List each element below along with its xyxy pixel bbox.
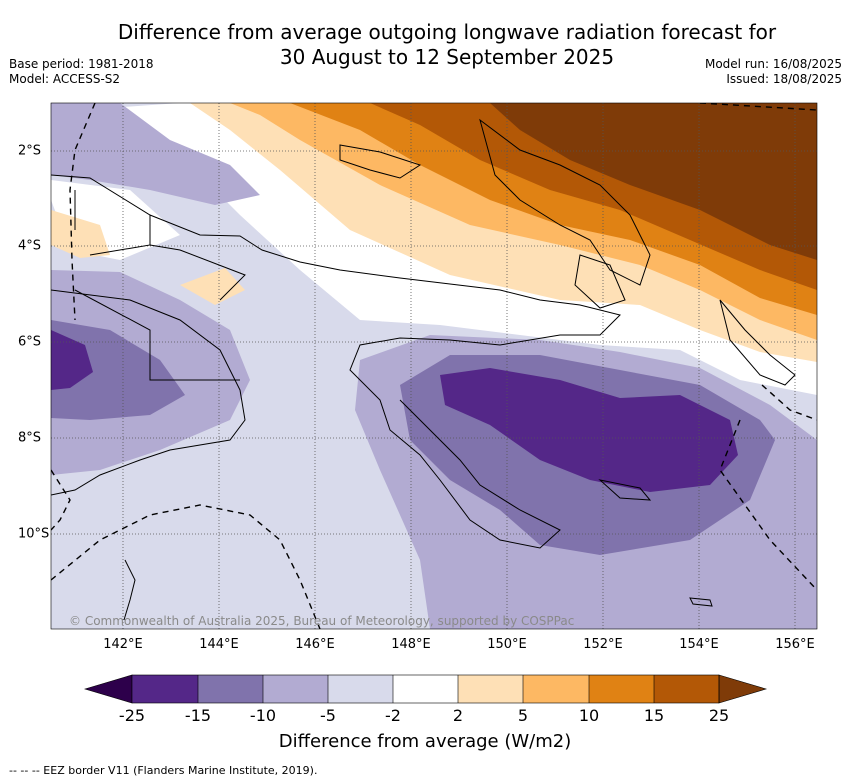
lon-tick-label: 156°E <box>775 637 815 652</box>
issued-date: Issued: 18/08/2025 <box>726 72 842 86</box>
model-run: Model run: 16/08/2025 <box>704 57 842 71</box>
coastline <box>51 118 796 621</box>
colorbar-frame <box>131 674 720 704</box>
colorbar-tick: -2 <box>385 706 401 725</box>
lon-tick-label: 152°E <box>583 637 623 652</box>
colorbar-extend-low <box>83 674 133 704</box>
lon-tick-label: 154°E <box>679 637 719 652</box>
map-frame <box>50 102 818 630</box>
meta-left: Base period: 1981-2018 Model: ACCESS-S2 <box>9 57 154 87</box>
anomaly-band-gt25 <box>490 103 817 260</box>
eez-border <box>51 103 817 629</box>
lat-tick-label: 6°S <box>18 334 42 350</box>
lat-tick-label: 2°S <box>18 143 42 159</box>
colorbar-tick: 5 <box>517 706 529 725</box>
lon-tick-label: 148°E <box>391 637 431 652</box>
title-line-2: 30 August to 12 September 2025 <box>279 45 615 69</box>
colorbar-tick: -25 <box>118 706 146 725</box>
graticule <box>51 103 817 629</box>
base-period: Base period: 1981-2018 <box>9 57 154 71</box>
anomaly-band-minus25-minus15 <box>440 368 738 492</box>
footnote: -- -- -- EEZ border V11 (Flanders Marine… <box>9 764 318 777</box>
model-name: Model: ACCESS-S2 <box>9 72 121 86</box>
colorbar-swatch <box>328 675 393 703</box>
meta-right: Model run: 16/08/2025 Issued: 18/08/2025 <box>705 57 842 87</box>
colorbar-tick: -5 <box>320 706 336 725</box>
colorbar-swatch <box>589 675 654 703</box>
map-title: Difference from average outgoing longwav… <box>90 20 804 70</box>
colorbar-swatch <box>198 675 263 703</box>
lat-tick-label: 4°S <box>18 238 42 254</box>
colorbar-swatch <box>654 675 719 703</box>
colorbar-tick: 25 <box>708 706 730 725</box>
colorbar-tick: -15 <box>184 706 212 725</box>
lon-tick-label: 150°E <box>487 637 527 652</box>
colorbar-tick: -10 <box>249 706 277 725</box>
lat-tick-label: 10°S <box>18 526 50 542</box>
colorbar-tick: 2 <box>452 706 464 725</box>
lon-tick-label: 142°E <box>103 637 143 652</box>
colorbar-swatch <box>523 675 589 703</box>
lon-tick-label: 144°E <box>199 637 239 652</box>
colorbar-tick: 15 <box>643 706 665 725</box>
colorbar-swatch <box>393 675 458 703</box>
colorbar-swatch <box>263 675 328 703</box>
colorbar-swatch <box>458 675 523 703</box>
colorbar-tick: 10 <box>578 706 600 725</box>
copyright-notice: © Commonwealth of Australia 2025, Bureau… <box>69 614 575 628</box>
colorbar-extend-high <box>718 674 768 704</box>
colorbar-label: Difference from average (W/m2) <box>278 731 572 752</box>
lon-tick-label: 146°E <box>295 637 335 652</box>
lat-tick-label: 8°S <box>18 430 42 446</box>
title-line-1: Difference from average outgoing longwav… <box>117 20 777 44</box>
anomaly-band-minus10-minus5 <box>51 103 260 205</box>
colorbar-swatch <box>132 675 198 703</box>
